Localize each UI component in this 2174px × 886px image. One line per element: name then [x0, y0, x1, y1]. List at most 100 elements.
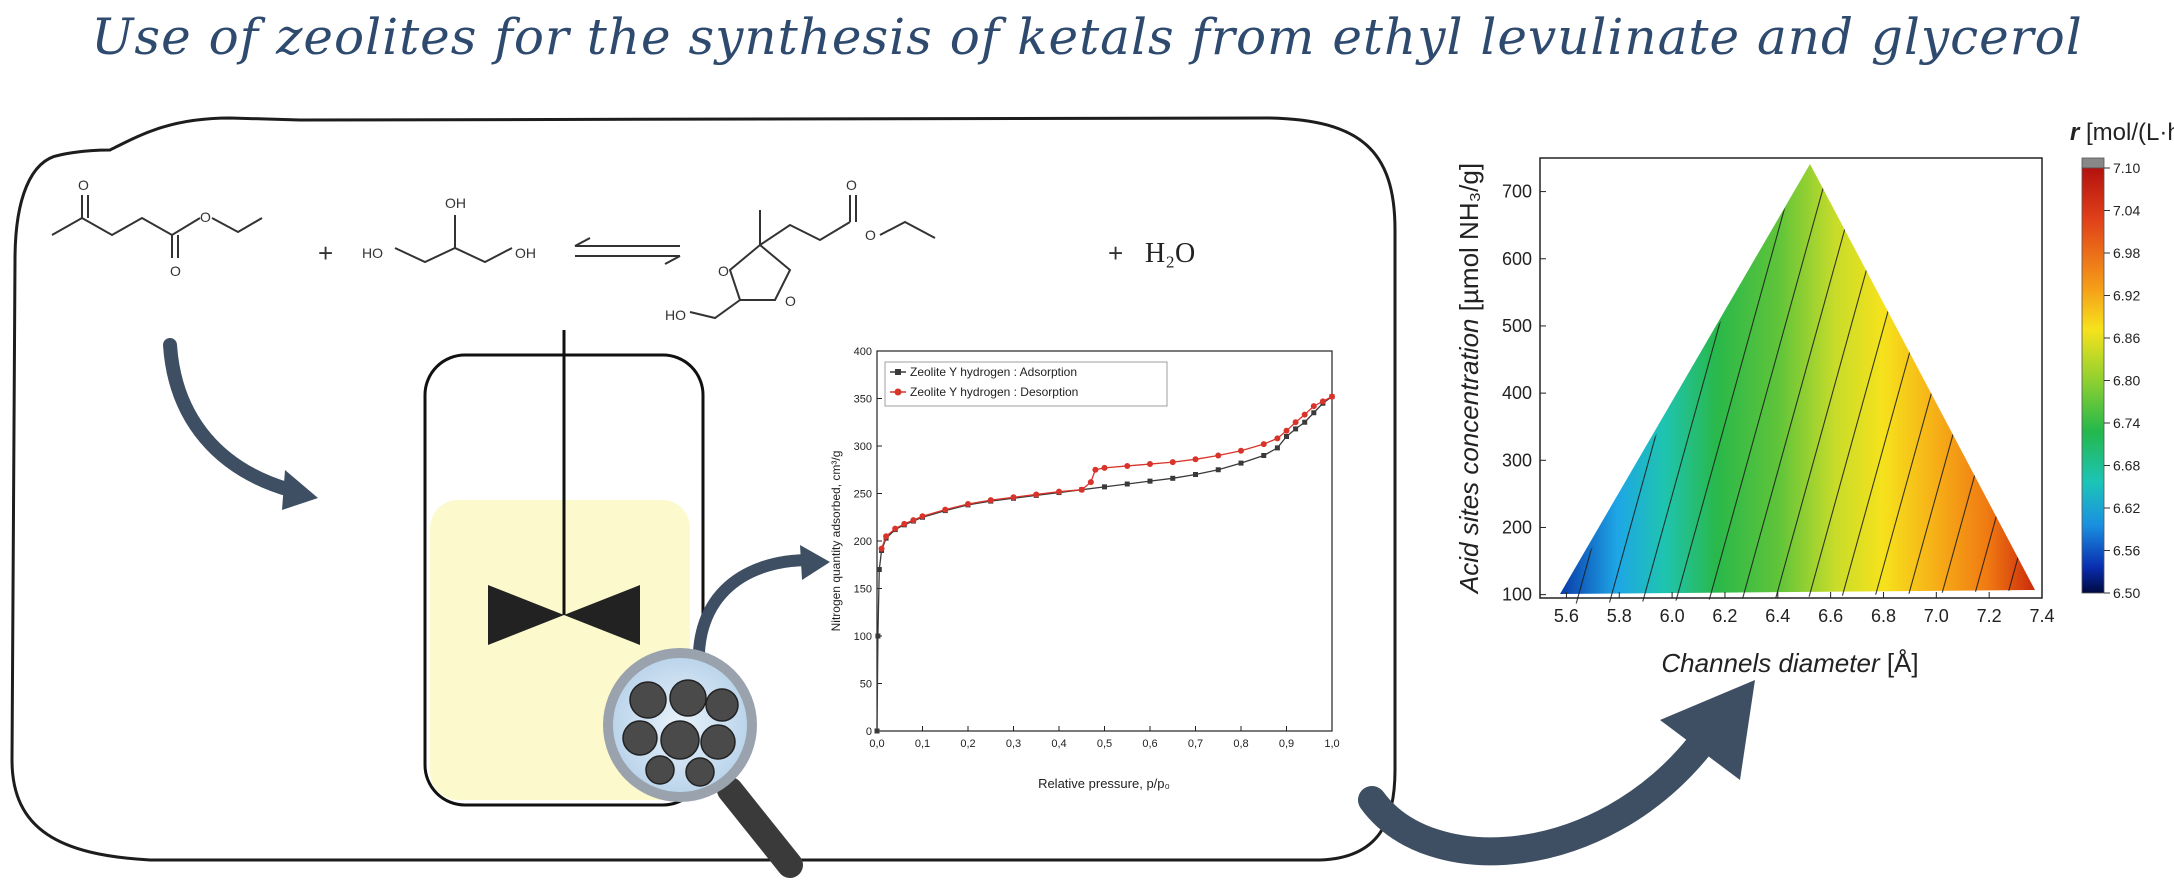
- adsorption-point: [1238, 460, 1244, 466]
- ring-oxygen-lower-label: O: [785, 293, 796, 309]
- contour-y-tick-label: 400: [1502, 383, 1532, 403]
- desorption-point: [1056, 488, 1062, 495]
- desorption-point: [901, 520, 908, 527]
- contour-y-tick-label: 300: [1502, 450, 1532, 470]
- legend-desorption: Zeolite Y hydrogen : Desorption: [910, 385, 1078, 399]
- isotherm-x-tick-label: 0,3: [1006, 738, 1021, 750]
- contour-line: [1673, 164, 1805, 604]
- adsorption-point: [875, 633, 881, 639]
- isotherm-plot-area: [876, 350, 1333, 732]
- glycerol-ho-left-label: HO: [362, 245, 383, 261]
- reaction-scheme: [51, 195, 936, 320]
- desorption-point: [1292, 419, 1299, 426]
- isotherm-y-tick-label: 350: [854, 394, 872, 406]
- colorbar-tick-label: 7.10: [2113, 160, 2140, 176]
- isotherm-x-tick-label: 0,1: [915, 738, 930, 750]
- isotherm-x-tick-label: 0,0: [869, 738, 884, 750]
- isotherm-x-tick-label: 0,5: [1097, 738, 1112, 750]
- contour-fill: [1560, 164, 2035, 594]
- legend-adsorption: Zeolite Y hydrogen : Adsorption: [910, 365, 1077, 379]
- colorbar-tick-label: 6.50: [2113, 585, 2140, 601]
- desorption-point: [1078, 486, 1085, 493]
- contour-x-tick-label: 7.0: [1924, 606, 1949, 626]
- contour-y-tick-label: 200: [1502, 517, 1532, 537]
- desorption-point: [1092, 466, 1099, 473]
- desorption-point: [1192, 456, 1199, 463]
- desorption-point: [942, 506, 949, 513]
- colorbar-tick-label: 6.62: [2113, 500, 2140, 516]
- isotherm-x-tick-label: 0,7: [1188, 738, 1203, 750]
- desorption-point: [965, 500, 971, 507]
- colorbar-tick-label: 6.92: [2113, 288, 2140, 304]
- isotherm-y-tick-label: 150: [854, 584, 872, 596]
- desorption-point: [1124, 462, 1131, 469]
- colorbar: [2081, 167, 2105, 594]
- desorption-point: [1238, 447, 1244, 454]
- colorbar-tick-label: 6.80: [2113, 373, 2140, 389]
- ethyl-levulinate-structure: [51, 195, 263, 258]
- impeller-icon: [488, 585, 564, 645]
- desorption-point: [1260, 441, 1267, 448]
- isotherm-y-tick-label: 50: [860, 679, 872, 691]
- water-label: H₂O: [1145, 238, 1195, 269]
- product-carbonyl-oxygen-label: O: [846, 177, 857, 193]
- contour-x-tick-label: 7.4: [2029, 606, 2054, 626]
- ester-oxygen-label: O: [200, 209, 211, 225]
- adsorption-point: [874, 728, 880, 734]
- desorption-point: [919, 513, 926, 520]
- isotherm-x-tick-label: 0,9: [1279, 738, 1294, 750]
- colorbar-tick-label: 6.86: [2113, 330, 2140, 346]
- contour-x-tick-label: 7.2: [1977, 606, 2002, 626]
- contour-x-axis-label: Channels diameter [Å]: [1661, 648, 1918, 678]
- ring-oxygen-upper-label: O: [718, 263, 729, 279]
- scheme-frame: [10, 116, 1397, 862]
- adsorption-point: [876, 567, 882, 572]
- isotherm-legend: Zeolite Y hydrogen : Adsorption Zeolite …: [884, 361, 1168, 407]
- contour-x-tick-label: 6.0: [1660, 606, 1685, 626]
- adsorption-point: [1302, 419, 1308, 425]
- contour-x-tick-label: 5.8: [1607, 606, 1632, 626]
- colorbar-top-cap: [2081, 157, 2105, 169]
- isotherm-y-tick-label: 200: [854, 536, 872, 548]
- contour-x-tick-label: 6.2: [1712, 606, 1737, 626]
- adsorption-point: [1170, 475, 1176, 481]
- desorption-point: [1010, 494, 1017, 501]
- contour-y-axis-label: Acid sites concentration [µmol NH₃/g]: [1454, 163, 1484, 595]
- desorption-point: [1215, 452, 1222, 459]
- page-title: Use of zeolites for the synthesis of ket…: [91, 8, 2083, 66]
- desorption-point: [1033, 491, 1040, 498]
- isotherm-x-tick-label: 1,0: [1324, 738, 1339, 750]
- isotherm-y-tick-label: 400: [854, 346, 872, 358]
- contour-line: [1706, 164, 1838, 604]
- product-ester-oxygen-label: O: [865, 227, 876, 243]
- isotherm-x-tick-label: 0,4: [1051, 738, 1066, 750]
- desorption-point: [1169, 459, 1176, 466]
- adsorption-point: [1102, 484, 1107, 490]
- adsorption-point: [1193, 472, 1198, 477]
- desorption-point: [1274, 435, 1281, 442]
- contour-y-tick-label: 600: [1502, 249, 1532, 269]
- desorption-point: [878, 545, 885, 552]
- equilibrium-arrows: [574, 237, 681, 265]
- contour-y-tick-label: 100: [1502, 585, 1532, 605]
- isotherm-x-tick-label: 0,8: [1233, 738, 1248, 750]
- desorption-point: [1101, 464, 1108, 471]
- curved-arrow-icon: [163, 338, 318, 510]
- isotherm-chart: 0,0 0,1 0,2 0,3 0,4 0,5 0,6 0,7 0,8 0,9 1,0 0 50 100 1…: [829, 346, 1340, 791]
- adsorption-point: [1311, 410, 1317, 416]
- desorption-point: [1087, 479, 1094, 486]
- desorption-point: [1283, 427, 1290, 434]
- contour-y-tick-label: 700: [1502, 182, 1532, 202]
- contour-y-tick-label: 500: [1502, 316, 1532, 336]
- desorption-point: [883, 533, 890, 540]
- plus-sign: +: [318, 238, 333, 268]
- desorption-point: [1329, 393, 1335, 400]
- adsorption-point: [1147, 478, 1153, 484]
- isotherm-x-axis-label: Relative pressure, p/p₀: [1038, 776, 1170, 791]
- desorption-point: [1147, 461, 1153, 468]
- contour-x-tick-label: 6.4: [1765, 606, 1790, 626]
- desorption-point: [1310, 403, 1317, 410]
- adsorption-point: [1284, 434, 1289, 439]
- glycerol-structure: [394, 215, 513, 264]
- adsorption-point: [1293, 426, 1299, 432]
